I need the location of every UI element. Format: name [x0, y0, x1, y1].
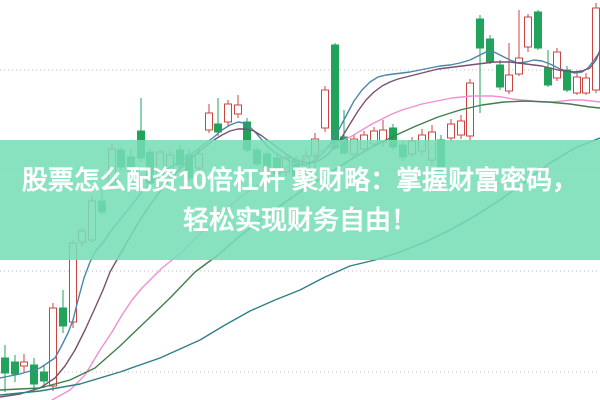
banner-title-line1: 股票怎么配资10倍杠杆 聚财略：掌握财富密码， — [21, 165, 579, 195]
banner-title-line2: 轻松实现财务自由！ — [182, 205, 417, 235]
promo-banner: 股票怎么配资10倍杠杆 聚财略：掌握财富密码， 轻松实现财务自由！ — [0, 140, 600, 260]
